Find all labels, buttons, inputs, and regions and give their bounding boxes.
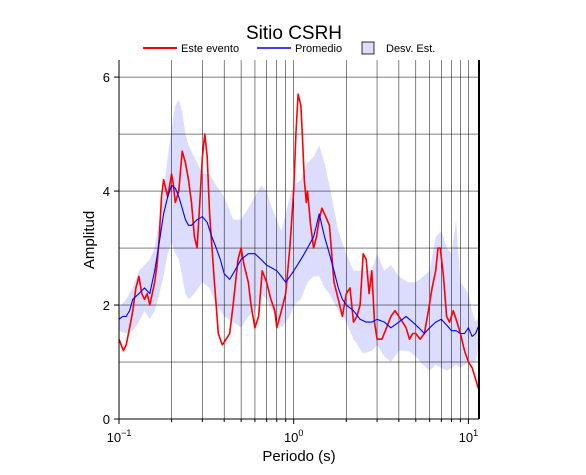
y-axis-label: Amplitud xyxy=(81,211,98,269)
series-line-promedio xyxy=(118,184,480,337)
x-axis-label: Periodo (s) xyxy=(262,448,335,465)
x-tick-label: 101 xyxy=(459,428,478,445)
y-tick-label: 6 xyxy=(103,70,110,85)
chart-title: Sitio CSRH xyxy=(246,23,342,44)
x-tick-label: 10−1 xyxy=(107,428,132,445)
y-tick-label: 2 xyxy=(103,298,110,313)
x-tick-exponent: −1 xyxy=(121,428,131,438)
legend-label-este-evento: Este evento xyxy=(181,43,239,55)
x-tick-exponent: 1 xyxy=(473,428,478,438)
series-layer xyxy=(118,93,480,391)
plot-frame xyxy=(118,60,480,420)
legend-label-desv-est: Desv. Est. xyxy=(386,43,435,55)
std-dev-band-layer xyxy=(119,99,479,371)
legend: Este evento Promedio Desv. Est. xyxy=(143,41,435,55)
series-line-este-evento xyxy=(118,93,480,391)
x-tick-label: 100 xyxy=(284,428,303,445)
std-dev-band xyxy=(119,99,479,371)
legend-label-promedio: Promedio xyxy=(295,43,342,55)
x-tick-exponent: 0 xyxy=(298,428,303,438)
grid-layer xyxy=(119,60,479,419)
legend-swatch-desv-est xyxy=(361,41,375,55)
y-tick-label: 0 xyxy=(103,412,110,427)
y-tick-label: 4 xyxy=(103,184,110,199)
